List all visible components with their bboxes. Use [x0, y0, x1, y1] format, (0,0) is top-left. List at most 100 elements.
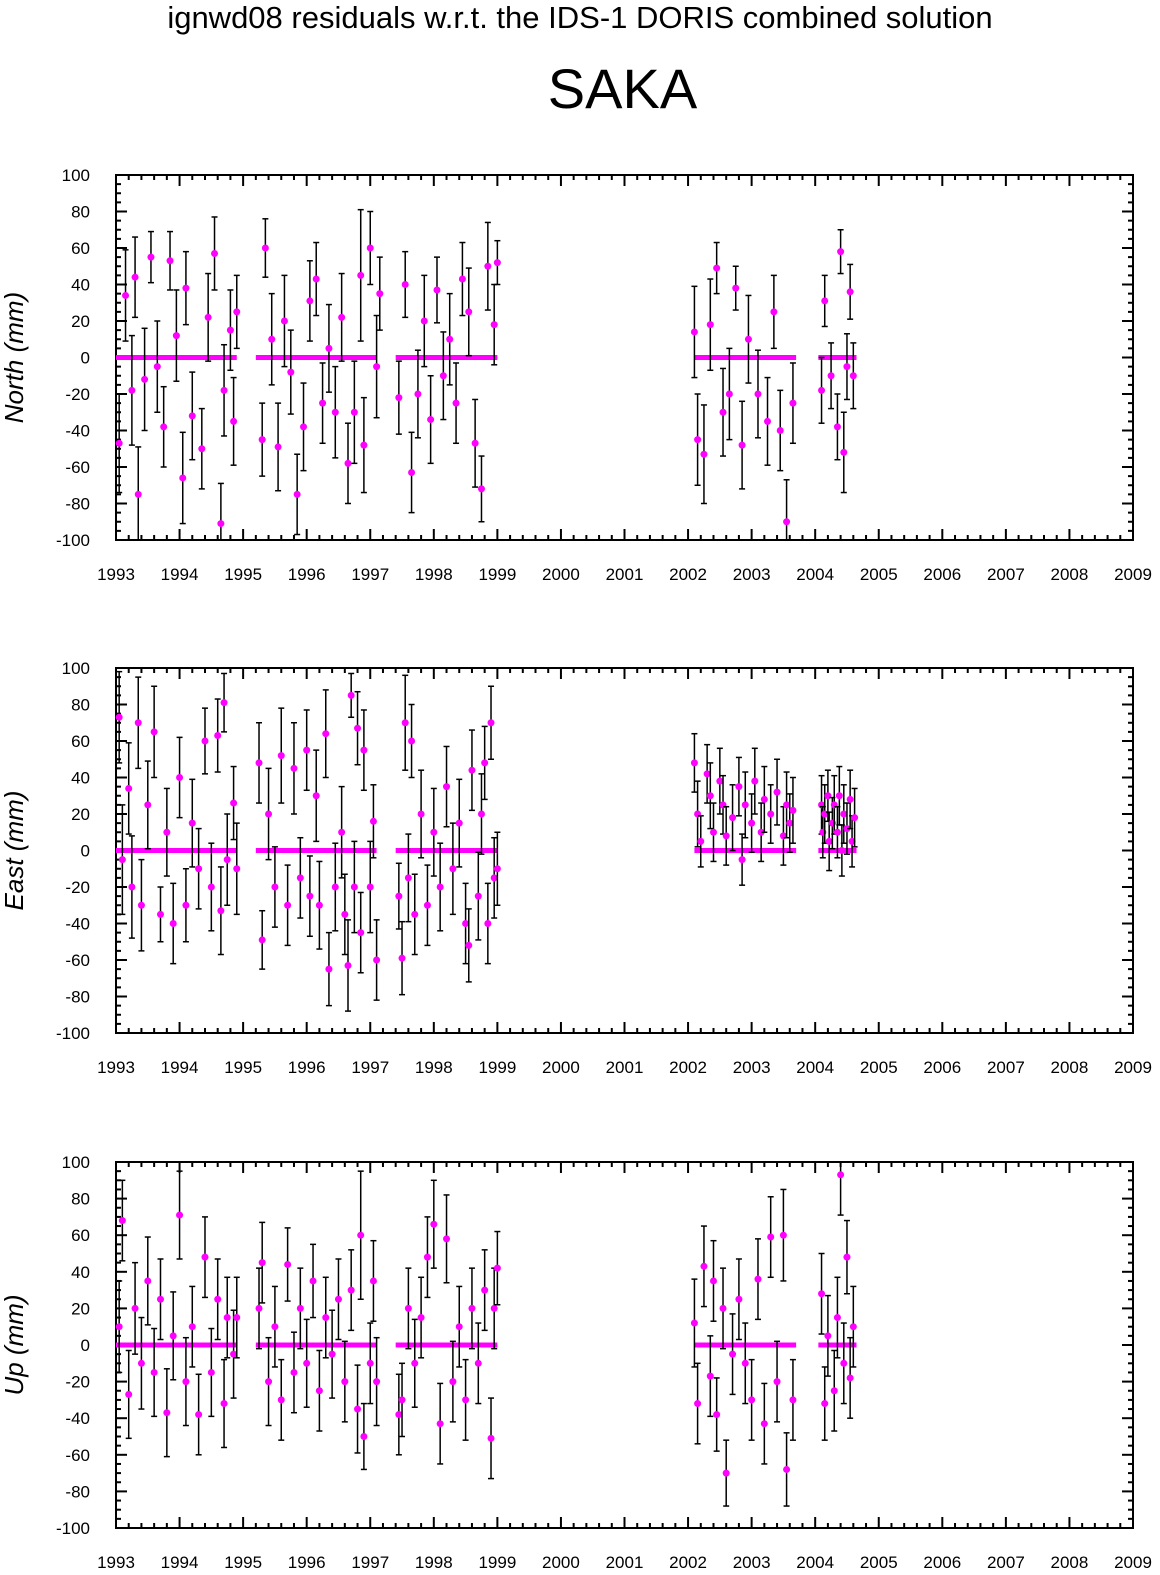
data-point — [783, 801, 791, 809]
data-point — [296, 1304, 304, 1312]
data-point — [741, 1359, 749, 1367]
data-point — [207, 883, 215, 891]
y-tick-label: 40 — [71, 769, 90, 788]
data-point — [830, 1387, 838, 1395]
x-tick-label: 1995 — [224, 1058, 262, 1077]
x-tick-label: 2006 — [923, 1058, 961, 1077]
y-tick-label: -60 — [65, 1446, 90, 1465]
data-point — [427, 416, 435, 424]
data-point — [754, 390, 762, 398]
data-point — [703, 770, 711, 778]
data-point — [287, 368, 295, 376]
data-point — [430, 828, 438, 836]
y-tick-label: 20 — [71, 805, 90, 824]
data-point — [201, 1253, 209, 1261]
data-point — [220, 386, 228, 394]
y-axis-label: East (mm) — [0, 791, 29, 911]
data-point — [439, 372, 447, 380]
page-title: ignwd08 residuals w.r.t. the IDS-1 DORIS… — [167, 0, 993, 35]
data-point — [783, 1465, 791, 1473]
x-tick-label: 2005 — [860, 565, 898, 584]
data-point — [477, 485, 485, 493]
data-point — [760, 795, 768, 803]
data-point — [141, 375, 149, 383]
data-point — [350, 408, 358, 416]
data-point — [458, 275, 466, 283]
data-point — [465, 308, 473, 316]
data-point — [376, 290, 384, 298]
station-title: SAKA — [547, 57, 698, 120]
data-point — [360, 746, 368, 754]
data-point — [443, 1235, 451, 1243]
data-point — [468, 766, 476, 774]
data-point — [125, 784, 133, 792]
data-point — [481, 759, 489, 767]
x-tick-label: 1993 — [97, 1058, 135, 1077]
data-point — [325, 965, 333, 973]
data-point — [490, 874, 498, 882]
data-point — [700, 1262, 708, 1270]
data-point — [843, 363, 851, 371]
panel-up: 1993 1994 1995 1996 1997 1998 1999 2000 2001 2002… — [0, 1153, 1152, 1572]
x-tick-label: 2007 — [987, 565, 1025, 584]
data-point — [833, 1314, 841, 1322]
y-tick-label: 100 — [62, 659, 90, 678]
data-point — [770, 308, 778, 316]
data-point — [430, 1220, 438, 1228]
data-point — [408, 737, 416, 745]
x-tick-label: 2003 — [733, 565, 771, 584]
data-point — [735, 783, 743, 791]
data-point — [144, 1277, 152, 1285]
x-tick-label: 1994 — [161, 1553, 199, 1572]
data-point — [150, 1368, 158, 1376]
y-tick-label: 0 — [81, 1336, 90, 1355]
data-point — [137, 901, 145, 909]
x-tick-label: 2007 — [987, 1553, 1025, 1572]
data-point — [322, 1314, 330, 1322]
data-point — [166, 257, 174, 265]
data-point — [217, 520, 225, 528]
data-point — [779, 1231, 787, 1239]
x-tick-label: 2009 — [1114, 1058, 1152, 1077]
data-point — [732, 284, 740, 292]
x-tick-label: 1996 — [288, 565, 326, 584]
data-point — [465, 941, 473, 949]
data-point — [233, 865, 241, 873]
data-point — [214, 1295, 222, 1303]
data-point — [360, 441, 368, 449]
data-point — [357, 1231, 365, 1239]
data-point — [303, 746, 311, 754]
data-point — [487, 1434, 495, 1442]
data-point — [474, 892, 482, 900]
data-point — [230, 799, 238, 807]
y-tick-label: 40 — [71, 1263, 90, 1282]
data-point — [851, 814, 859, 822]
data-point — [366, 1359, 374, 1367]
y-tick-label: 60 — [71, 239, 90, 258]
data-point — [754, 1275, 762, 1283]
data-point — [182, 901, 190, 909]
x-tick-label: 1998 — [415, 1553, 453, 1572]
data-point — [265, 810, 273, 818]
data-point — [411, 1359, 419, 1367]
data-point — [414, 390, 422, 398]
data-point — [176, 774, 184, 781]
x-tick-label: 2001 — [606, 1553, 644, 1572]
data-point — [786, 819, 794, 827]
data-point — [493, 259, 501, 267]
data-point — [449, 865, 457, 873]
x-tick-label: 1997 — [351, 1553, 389, 1572]
data-point — [700, 450, 708, 458]
data-point — [369, 817, 377, 825]
data-point — [134, 719, 142, 727]
data-point — [722, 832, 730, 840]
data-point — [417, 1314, 425, 1322]
data-point — [773, 1378, 781, 1386]
x-tick-label: 1998 — [415, 1058, 453, 1077]
data-point — [748, 819, 756, 827]
data-point — [824, 1332, 832, 1340]
y-tick-label: 0 — [81, 349, 90, 368]
data-point — [789, 806, 797, 814]
data-point — [163, 1409, 171, 1417]
data-point — [840, 448, 848, 456]
